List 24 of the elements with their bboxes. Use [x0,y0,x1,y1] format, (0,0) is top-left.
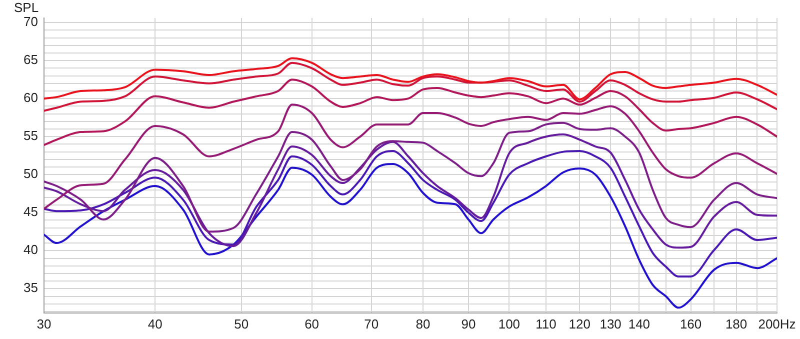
x-tick-label: 100 [498,316,520,332]
x-tick-label: 70 [364,316,379,332]
x-tick-label: 140 [628,316,650,332]
x-tick-label: 60 [304,316,320,332]
y-tick-label: 35 [24,280,38,296]
x-tick-label: 200Hz [758,316,796,332]
y-tick-label: 45 [24,204,38,220]
y-tick-label: 55 [24,128,38,144]
y-axis-title: SPL [14,0,39,16]
y-tick-label: 50 [24,166,38,182]
y-tick-label: 65 [24,52,38,68]
x-tick-label: 130 [600,316,622,332]
x-tick-label: 180 [725,316,748,332]
x-tick-label: 30 [36,316,52,332]
x-tick-label: 110 [536,316,556,332]
y-tick-label: 60 [24,90,38,106]
x-tick-label: 50 [234,316,249,332]
y-tick-label: 70 [24,14,38,30]
x-tick-label: 160 [680,316,702,332]
x-tick-label: 90 [461,316,476,332]
x-tick-label: 40 [148,316,162,332]
x-tick-label: 120 [568,316,590,332]
x-tick-label: 80 [416,316,430,332]
y-tick-label: 40 [24,242,38,258]
